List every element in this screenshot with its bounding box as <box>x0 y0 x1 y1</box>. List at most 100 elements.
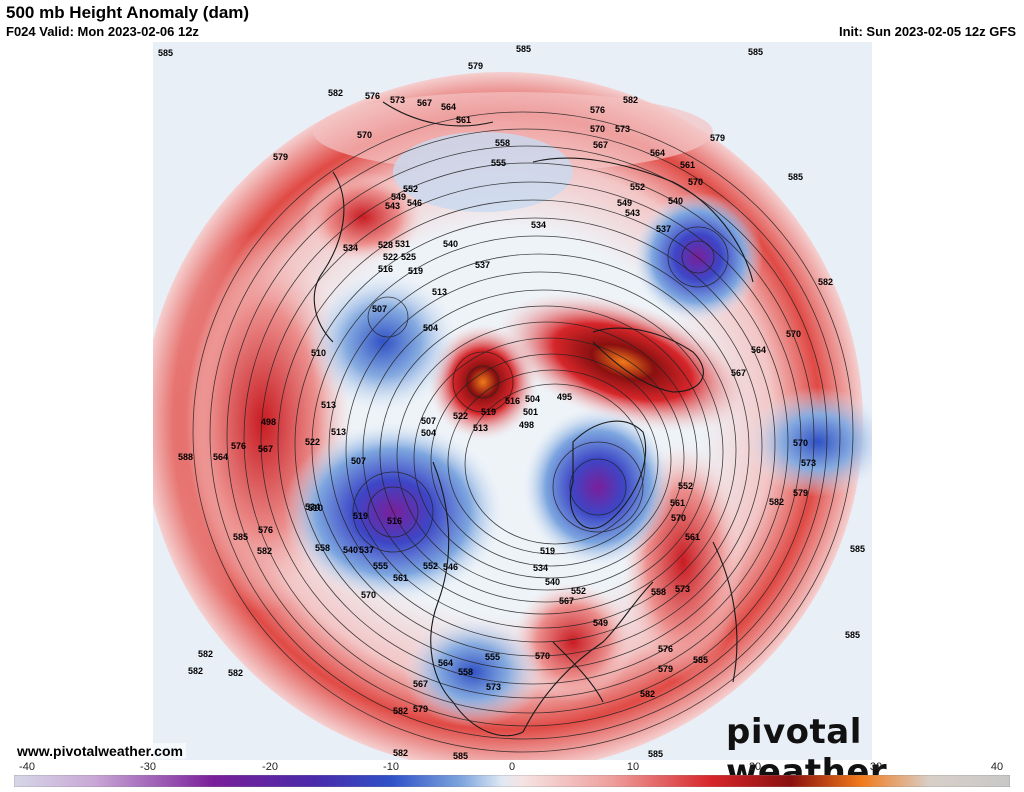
contour-label: 585 <box>648 749 663 759</box>
contour-label: 525 <box>401 252 416 262</box>
contour-label: 570 <box>793 438 808 448</box>
colorbar-tick: 40 <box>990 761 1004 773</box>
contour-label: 585 <box>788 172 803 182</box>
contour-label: 531 <box>395 239 410 249</box>
colorbar-tick: -10 <box>383 761 399 773</box>
contour-label: 552 <box>571 586 586 596</box>
contour-label: 546 <box>407 198 422 208</box>
contour-label: 516 <box>505 396 520 406</box>
contour-label: 570 <box>357 130 372 140</box>
contour-label: 585 <box>453 751 468 760</box>
contour-label: 579 <box>468 61 483 71</box>
contour-label: 573 <box>390 95 405 105</box>
contour-label: 555 <box>491 158 506 168</box>
contour-label: 570 <box>786 329 801 339</box>
contour-label: 582 <box>228 668 243 678</box>
contour-label: 534 <box>343 243 358 253</box>
contour-label: 519 <box>481 407 496 417</box>
contour-label: 558 <box>315 543 330 553</box>
height-contours <box>192 111 854 753</box>
contour-label: 534 <box>531 220 546 230</box>
contour-label: 522 <box>305 437 320 447</box>
contour-label: 540 <box>343 545 358 555</box>
contour-label: 582 <box>769 497 784 507</box>
contour-label: 537 <box>359 545 374 555</box>
contour-label: 564 <box>438 658 453 668</box>
contour-label: 567 <box>417 98 432 108</box>
contour-label: 585 <box>850 544 865 554</box>
colorbar-tick: 10 <box>626 761 640 773</box>
contour-label: 570 <box>590 124 605 134</box>
contour-label: 540 <box>443 239 458 249</box>
contour-label: 558 <box>458 667 473 677</box>
contour-label: 558 <box>495 138 510 148</box>
anomaly-north-africa <box>393 132 573 212</box>
contour-label: 534 <box>533 563 548 573</box>
contour-label: 582 <box>640 689 655 699</box>
contour-label: 564 <box>751 345 766 355</box>
anomaly-greenland-low <box>523 407 673 567</box>
contour-label: 579 <box>658 664 673 674</box>
contour-label: 564 <box>650 148 665 158</box>
contour-label: 570 <box>361 590 376 600</box>
contour-label: 561 <box>670 498 685 508</box>
map-title: 500 mb Height Anomaly (dam) <box>6 3 250 22</box>
contour-label: 528 <box>378 240 393 250</box>
contour-label: 585 <box>158 48 173 58</box>
init-time: Init: Sun 2023-02-05 12z GFS <box>838 24 1016 39</box>
contour-label: 567 <box>559 596 574 606</box>
contour-label: 576 <box>231 441 246 451</box>
anomaly-mid-atlantic-low <box>748 387 872 497</box>
contour-label: 522 <box>453 411 468 421</box>
contour-label: 585 <box>748 47 763 57</box>
contour-label: 567 <box>593 140 608 150</box>
contour-label: 573 <box>801 458 816 468</box>
height-anomaly-map[interactable]: 585 585 579 585 582 576 573 567 564 561 … <box>153 42 872 760</box>
contour-label: 582 <box>328 88 343 98</box>
anomaly-scandinavia-ridge <box>497 292 749 432</box>
colorbar-tick: 0 <box>508 761 516 773</box>
contour-label: 510 <box>311 348 326 358</box>
contour-label: 552 <box>630 182 645 192</box>
contour-label: 582 <box>623 95 638 105</box>
contour-label: 576 <box>658 644 673 654</box>
contour-label: 564 <box>441 102 456 112</box>
contour-label: 507 <box>372 304 387 314</box>
contour-label: 576 <box>258 525 273 535</box>
contour-label: 537 <box>475 260 490 270</box>
contour-label: 543 <box>385 201 400 211</box>
anomaly-east-siberia-low <box>308 272 458 412</box>
coastlines <box>313 101 754 737</box>
valid-time: F024 Valid: Mon 2023-02-06 12z <box>6 24 199 39</box>
colorbar-ticks: -40 -30 -20 -10 0 10 20 30 40 <box>0 761 1024 775</box>
contour-label: 504 <box>423 323 438 333</box>
contour-label: 534 <box>305 502 320 512</box>
contour-label: 498 <box>519 420 534 430</box>
contour-label: 510 <box>308 503 323 513</box>
contour-label: 552 <box>678 481 693 491</box>
contour-label: 582 <box>188 666 203 676</box>
contour-label: 579 <box>413 704 428 714</box>
contour-label: 507 <box>351 456 366 466</box>
colorbar-svg <box>14 775 1010 787</box>
contour-label: 543 <box>625 208 640 218</box>
contour-label: 552 <box>403 184 418 194</box>
contour-label: 549 <box>617 198 632 208</box>
contour-label: 573 <box>486 682 501 692</box>
website-url[interactable]: www.pivotalweather.com <box>14 743 186 759</box>
colorbar-gradient <box>14 775 1010 787</box>
contour-label: 549 <box>391 192 406 202</box>
contour-label: 516 <box>387 516 402 526</box>
contour-label: 567 <box>258 444 273 454</box>
contour-label: 540 <box>545 577 560 587</box>
contour-label: 567 <box>413 679 428 689</box>
colorbar-tick: 20 <box>748 761 762 773</box>
contour-label: 579 <box>710 133 725 143</box>
colorbar-tick: -30 <box>140 761 156 773</box>
contour-label: 507 <box>421 416 436 426</box>
contour-label: 570 <box>671 513 686 523</box>
contour-label: 564 <box>213 452 228 462</box>
contour-label: 579 <box>273 152 288 162</box>
colorbar-tick: 30 <box>869 761 883 773</box>
contour-label: 588 <box>178 452 193 462</box>
